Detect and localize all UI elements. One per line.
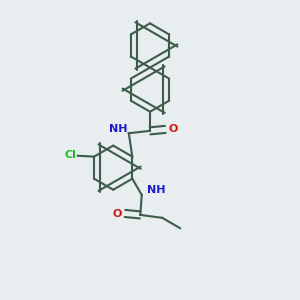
- Text: O: O: [169, 124, 178, 134]
- Text: O: O: [112, 209, 122, 219]
- Text: NH: NH: [147, 184, 166, 195]
- Text: Cl: Cl: [64, 150, 76, 160]
- Text: NH: NH: [109, 124, 127, 134]
